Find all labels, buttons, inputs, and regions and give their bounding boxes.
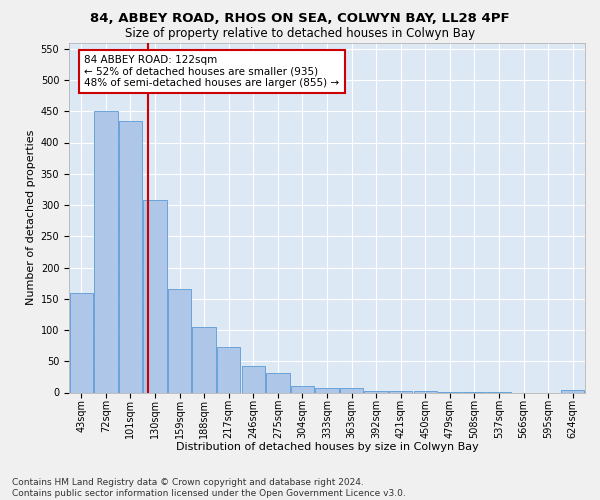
Bar — [168, 290, 191, 393]
Text: Size of property relative to detached houses in Colwyn Bay: Size of property relative to detached ho… — [125, 28, 475, 40]
Text: Contains HM Land Registry data © Crown copyright and database right 2024.
Contai: Contains HM Land Registry data © Crown c… — [12, 478, 406, 498]
Bar — [94, 112, 118, 392]
Bar — [389, 390, 412, 392]
Bar — [266, 372, 290, 392]
Bar — [217, 347, 241, 393]
Bar — [413, 391, 437, 392]
Bar — [143, 200, 167, 392]
X-axis label: Distribution of detached houses by size in Colwyn Bay: Distribution of detached houses by size … — [176, 442, 478, 452]
Bar — [119, 120, 142, 392]
Text: 84, ABBEY ROAD, RHOS ON SEA, COLWYN BAY, LL28 4PF: 84, ABBEY ROAD, RHOS ON SEA, COLWYN BAY,… — [90, 12, 510, 26]
Bar — [193, 327, 216, 392]
Text: 84 ABBEY ROAD: 122sqm
← 52% of detached houses are smaller (935)
48% of semi-det: 84 ABBEY ROAD: 122sqm ← 52% of detached … — [85, 54, 340, 88]
Bar — [291, 386, 314, 392]
Bar — [242, 366, 265, 392]
Bar — [340, 388, 363, 392]
Bar — [316, 388, 338, 392]
Y-axis label: Number of detached properties: Number of detached properties — [26, 130, 37, 305]
Bar — [70, 292, 93, 392]
Bar — [561, 390, 584, 392]
Bar — [364, 391, 388, 392]
